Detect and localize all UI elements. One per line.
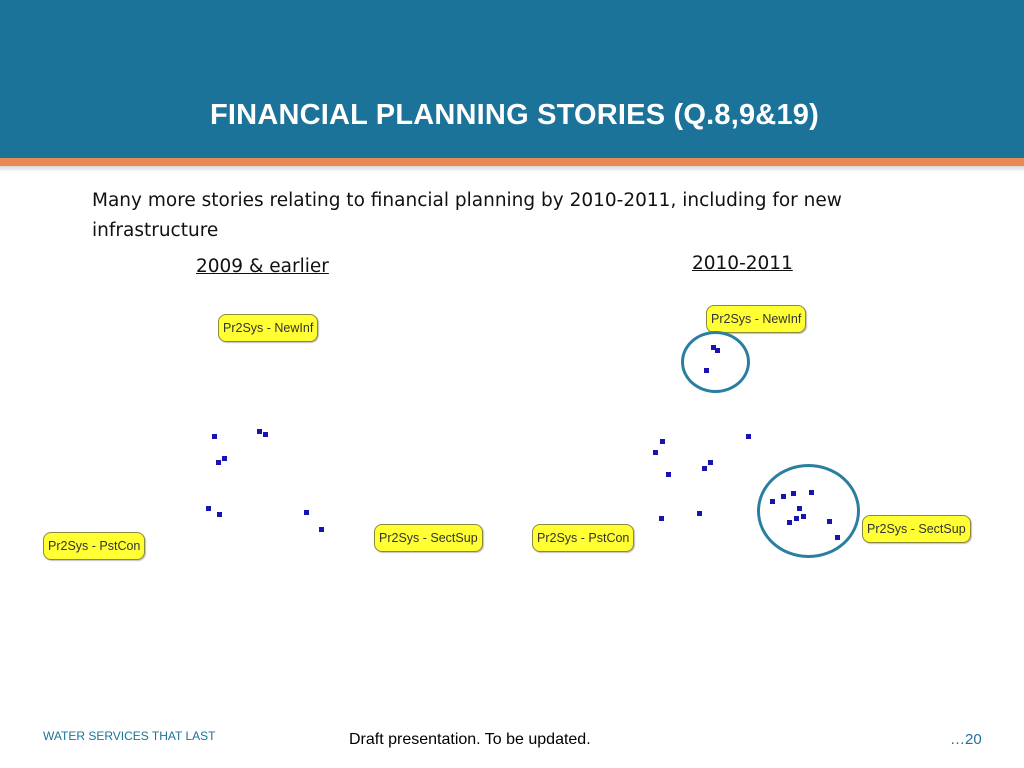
story-dot bbox=[715, 348, 720, 353]
story-dot bbox=[801, 514, 806, 519]
header-band bbox=[0, 0, 1024, 158]
story-dot bbox=[794, 516, 799, 521]
story-dot bbox=[797, 506, 802, 511]
footer-brand: WATER SERVICES THAT LAST bbox=[43, 729, 216, 743]
story-dot bbox=[257, 429, 262, 434]
header-shadow bbox=[0, 166, 1024, 172]
story-dot bbox=[835, 535, 840, 540]
node-newinf-2009: Pr2Sys - NewInf bbox=[218, 314, 319, 342]
story-dot bbox=[653, 450, 658, 455]
story-dot bbox=[704, 368, 709, 373]
story-dot bbox=[827, 519, 832, 524]
story-dot bbox=[702, 466, 707, 471]
node-sectsup-2010-2011: Pr2Sys - SectSup bbox=[862, 515, 971, 543]
story-dot bbox=[222, 456, 227, 461]
story-dot bbox=[809, 490, 814, 495]
node-pstcon-2010-2011: Pr2Sys - PstCon bbox=[532, 524, 635, 552]
period-label-2010-2011: 2010-2011 bbox=[692, 253, 793, 274]
story-dot bbox=[216, 460, 221, 465]
node-sectsup-2009: Pr2Sys - SectSup bbox=[374, 524, 483, 552]
story-dot bbox=[206, 506, 211, 511]
story-dot bbox=[781, 494, 786, 499]
highlight-circle-newinf bbox=[681, 331, 750, 393]
page-number: …20 bbox=[950, 731, 982, 748]
footer-note: Draft presentation. To be updated. bbox=[349, 731, 591, 748]
story-dot bbox=[697, 511, 702, 516]
story-dot bbox=[212, 434, 217, 439]
story-dot bbox=[304, 510, 309, 515]
story-dot bbox=[746, 434, 751, 439]
intro-text: Many more stories relating to financial … bbox=[92, 190, 842, 241]
node-pstcon-2009: Pr2Sys - PstCon bbox=[43, 532, 146, 560]
story-dot bbox=[791, 491, 796, 496]
story-dot bbox=[770, 499, 775, 504]
node-newinf-2010-2011: Pr2Sys - NewInf bbox=[706, 305, 807, 333]
story-dot bbox=[319, 527, 324, 532]
story-dot bbox=[263, 432, 268, 437]
highlight-circle-sectsup bbox=[757, 464, 860, 558]
story-dot bbox=[711, 345, 716, 350]
story-dot bbox=[217, 512, 222, 517]
story-dot bbox=[666, 472, 671, 477]
period-label-2009: 2009 & earlier bbox=[196, 256, 329, 277]
story-dot bbox=[787, 520, 792, 525]
slide-title: FINANCIAL PLANNING STORIES (Q.8,9&19) bbox=[210, 99, 819, 131]
header-accent-stripe bbox=[0, 158, 1024, 166]
story-dot bbox=[659, 516, 664, 521]
story-dot bbox=[708, 460, 713, 465]
story-dot bbox=[660, 439, 665, 444]
